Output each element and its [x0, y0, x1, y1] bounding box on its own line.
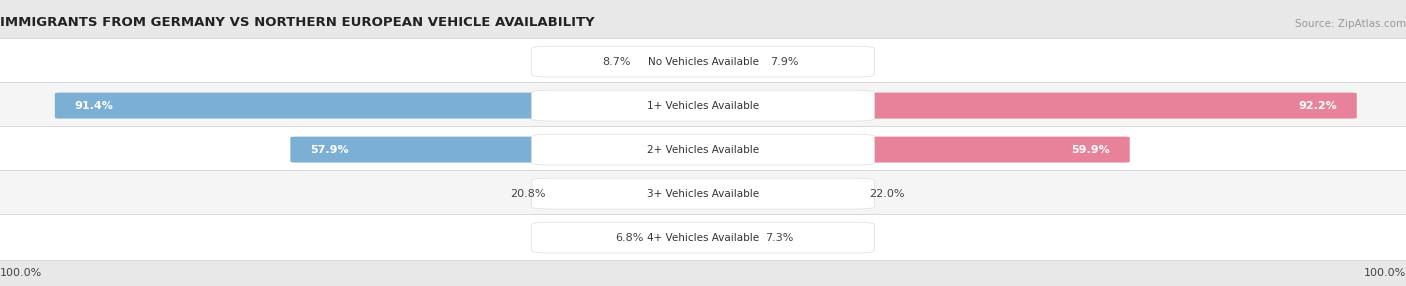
FancyBboxPatch shape	[531, 178, 875, 209]
Text: 4+ Vehicles Available: 4+ Vehicles Available	[647, 233, 759, 243]
FancyBboxPatch shape	[531, 134, 875, 165]
FancyBboxPatch shape	[291, 137, 554, 162]
Text: 7.9%: 7.9%	[770, 57, 799, 67]
FancyBboxPatch shape	[0, 82, 1406, 129]
FancyBboxPatch shape	[852, 137, 1130, 162]
FancyBboxPatch shape	[531, 90, 875, 121]
FancyBboxPatch shape	[0, 170, 1406, 217]
FancyBboxPatch shape	[55, 93, 554, 119]
Text: 59.9%: 59.9%	[1071, 145, 1111, 155]
Text: Source: ZipAtlas.com: Source: ZipAtlas.com	[1295, 19, 1406, 29]
FancyBboxPatch shape	[0, 39, 1406, 85]
Text: 22.0%: 22.0%	[869, 188, 904, 198]
Text: 92.2%: 92.2%	[1298, 101, 1337, 111]
Text: 2+ Vehicles Available: 2+ Vehicles Available	[647, 145, 759, 155]
Text: 3+ Vehicles Available: 3+ Vehicles Available	[647, 188, 759, 198]
Text: 100.0%: 100.0%	[0, 268, 42, 278]
Text: 7.3%: 7.3%	[765, 233, 794, 243]
FancyBboxPatch shape	[531, 222, 875, 253]
Text: 57.9%: 57.9%	[311, 145, 349, 155]
Text: 100.0%: 100.0%	[1364, 268, 1406, 278]
Text: 1+ Vehicles Available: 1+ Vehicles Available	[647, 101, 759, 111]
Text: No Vehicles Available: No Vehicles Available	[648, 57, 758, 67]
Text: 8.7%: 8.7%	[602, 57, 630, 67]
Text: 20.8%: 20.8%	[510, 188, 546, 198]
FancyBboxPatch shape	[531, 46, 875, 77]
FancyBboxPatch shape	[0, 214, 1406, 261]
FancyBboxPatch shape	[852, 93, 1357, 119]
FancyBboxPatch shape	[0, 126, 1406, 173]
Text: 91.4%: 91.4%	[75, 101, 114, 111]
Text: 6.8%: 6.8%	[616, 233, 644, 243]
Text: IMMIGRANTS FROM GERMANY VS NORTHERN EUROPEAN VEHICLE AVAILABILITY: IMMIGRANTS FROM GERMANY VS NORTHERN EURO…	[0, 16, 595, 29]
